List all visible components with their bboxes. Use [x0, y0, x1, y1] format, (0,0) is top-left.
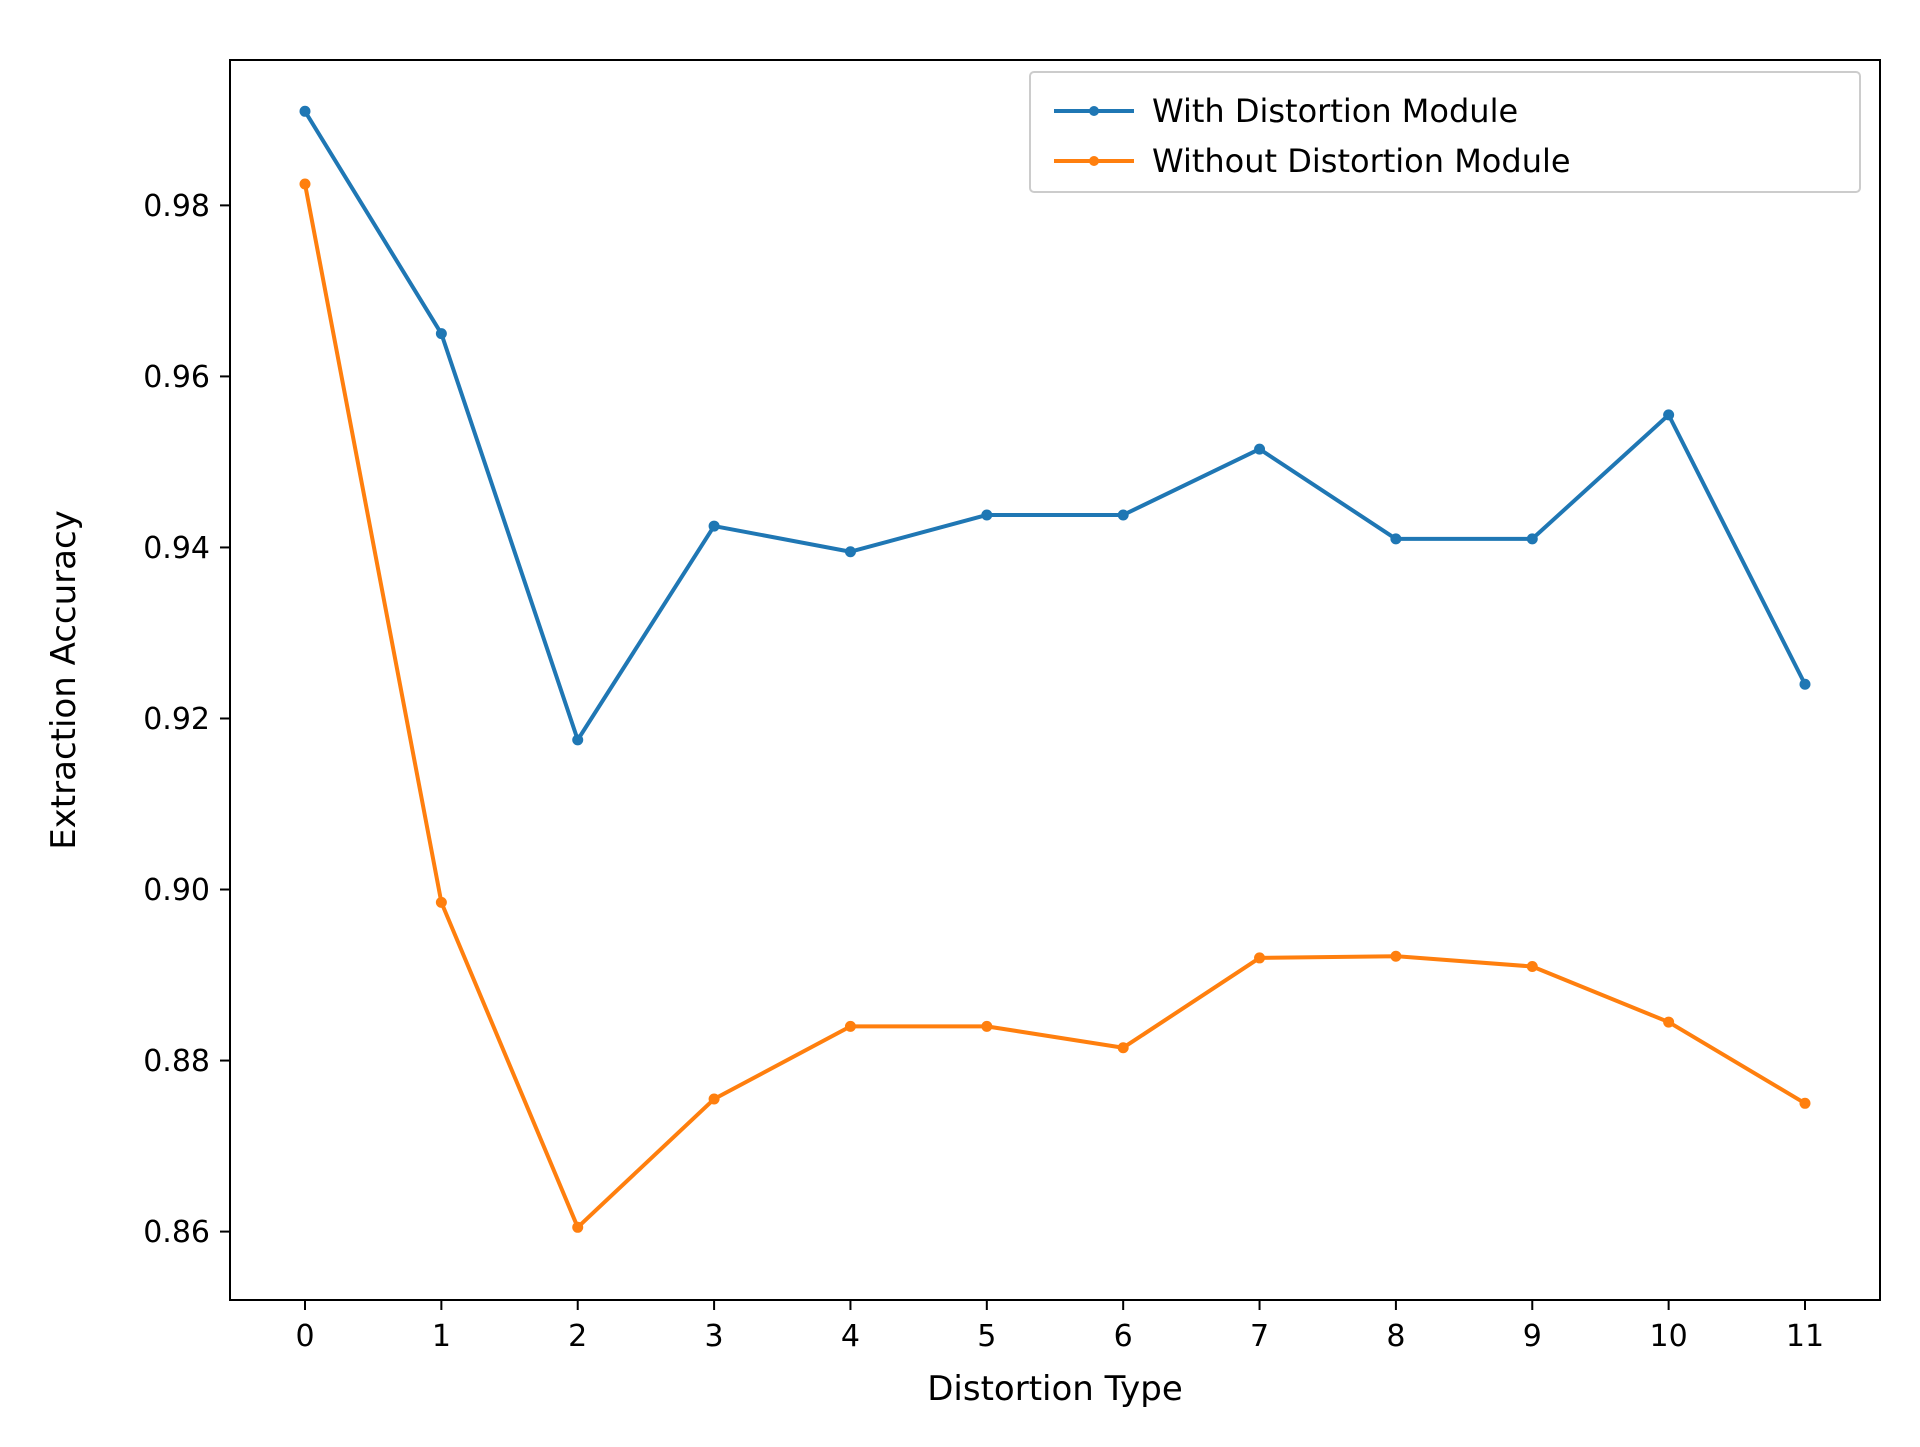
series-marker-0	[845, 547, 855, 557]
series-marker-0	[1664, 410, 1674, 420]
series-marker-0	[1118, 510, 1128, 520]
x-tick-label: 1	[432, 1319, 451, 1354]
y-tick-label: 0.86	[143, 1215, 210, 1250]
y-tick-label: 0.96	[143, 360, 210, 395]
line-chart: 0 1 2 3 4 5 6 7 8 9 10 11 0.86 0.88 0.90 0.92 0.94 0.96 0.…	[0, 0, 1920, 1447]
x-tick-label: 8	[1386, 1319, 1405, 1354]
x-tick-label: 7	[1250, 1319, 1269, 1354]
y-tick-label: 0.98	[143, 189, 210, 224]
series-marker-1	[436, 897, 446, 907]
series-marker-1	[573, 1222, 583, 1232]
series-marker-0	[1800, 679, 1810, 689]
x-axis-label: Distortion Type	[927, 1369, 1182, 1409]
series-marker-0	[300, 106, 310, 116]
legend-marker-1	[1089, 156, 1099, 166]
series-marker-1	[1118, 1043, 1128, 1053]
x-tick-label: 2	[568, 1319, 587, 1354]
chart-container: 0 1 2 3 4 5 6 7 8 9 10 11 0.86 0.88 0.90 0.92 0.94 0.96 0.…	[0, 0, 1920, 1447]
series-marker-1	[709, 1094, 719, 1104]
x-tick-label: 5	[977, 1319, 996, 1354]
y-tick-label: 0.92	[143, 702, 210, 737]
y-tick-label: 0.88	[143, 1044, 210, 1079]
series-marker-1	[1664, 1017, 1674, 1027]
series-marker-0	[1255, 444, 1265, 454]
series-marker-0	[573, 735, 583, 745]
legend-label-0: With Distortion Module	[1152, 92, 1518, 130]
y-tick-label: 0.90	[143, 873, 210, 908]
x-tick-label: 4	[841, 1319, 860, 1354]
chart-background	[0, 0, 1920, 1447]
series-marker-1	[1255, 953, 1265, 963]
x-tick-label: 10	[1650, 1319, 1688, 1354]
legend: With Distortion Module Without Distortion…	[1030, 72, 1860, 192]
x-tick-label: 9	[1523, 1319, 1542, 1354]
series-marker-0	[1391, 534, 1401, 544]
y-tick-label: 0.94	[143, 531, 210, 566]
x-tick-label: 0	[295, 1319, 314, 1354]
series-marker-1	[1391, 951, 1401, 961]
x-tick-label: 6	[1114, 1319, 1133, 1354]
series-marker-0	[709, 521, 719, 531]
series-marker-1	[1527, 961, 1537, 971]
series-marker-0	[436, 329, 446, 339]
legend-marker-0	[1089, 106, 1099, 116]
x-tick-label: 11	[1786, 1319, 1824, 1354]
x-tick-label: 3	[705, 1319, 724, 1354]
series-marker-1	[1800, 1098, 1810, 1108]
series-marker-1	[982, 1021, 992, 1031]
series-marker-0	[1527, 534, 1537, 544]
series-marker-1	[300, 179, 310, 189]
legend-label-1: Without Distortion Module	[1152, 142, 1571, 180]
series-marker-1	[845, 1021, 855, 1031]
series-marker-0	[982, 510, 992, 520]
y-axis-label: Extraction Accuracy	[44, 510, 84, 850]
